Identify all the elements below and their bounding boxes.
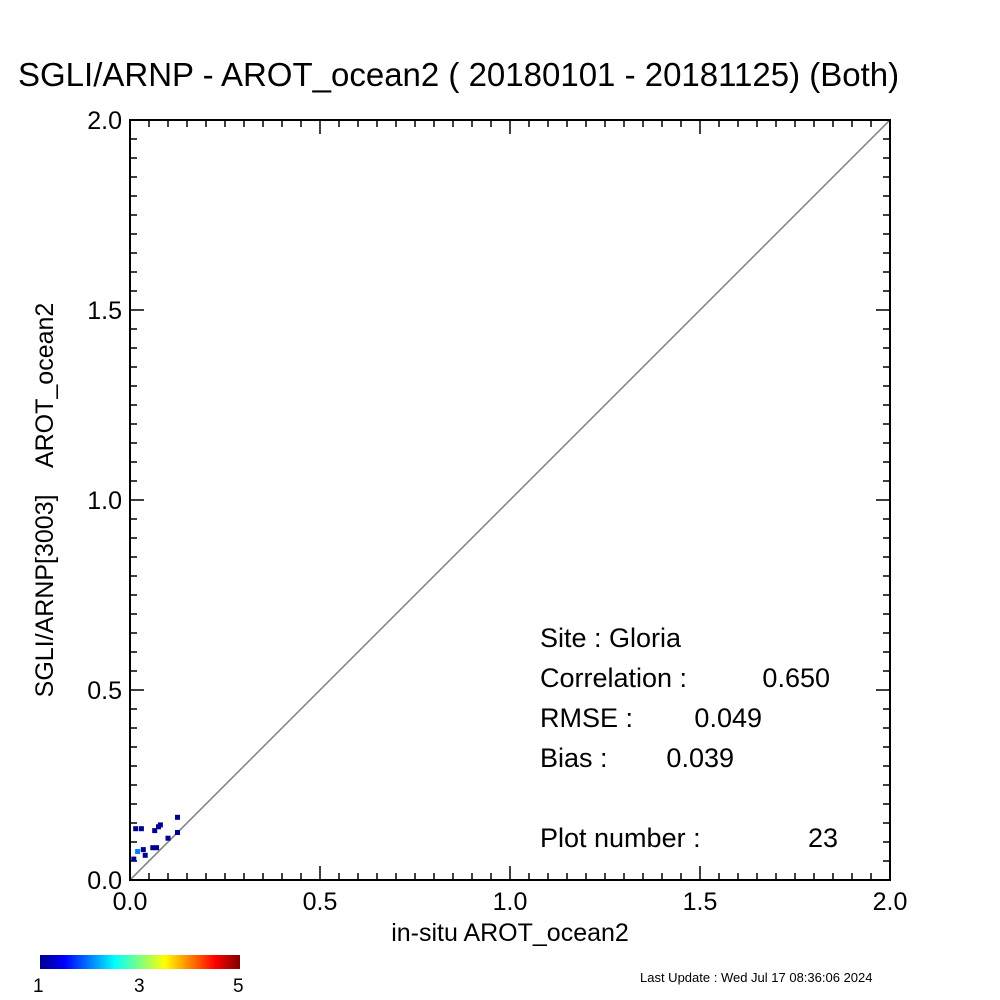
stat-rmse-value: 0.049 [694,703,762,733]
y-tick-label: 1.0 [87,487,122,515]
stat-correlation-label: Correlation : [540,663,688,693]
x-tick-label: 0.0 [113,888,148,916]
data-point [138,826,144,832]
data-point [165,835,171,841]
data-point [150,845,156,851]
data-points [131,814,180,862]
y-tick-label: 0.5 [87,677,122,705]
stat-plot-number-value: 23 [807,823,838,853]
stat-site: Site : Gloria [540,623,682,653]
colorbar-label-max: 5 [233,976,244,997]
data-point [140,847,146,853]
tick-labels: 0.0 0.5 1.0 1.5 2.0 0.0 0.5 1.0 1.5 2.0 [87,107,907,916]
colorbar-label-min: 1 [33,976,44,997]
x-axis-label: in-situ AROT_ocean2 [391,919,629,947]
stat-bias-value: 0.039 [666,743,734,773]
data-point [133,826,139,832]
plot-frame [129,119,891,881]
last-update: Last Update : Wed Jul 17 08:36:06 2024 [640,970,873,985]
y-tick-label: 0.0 [87,867,122,895]
y-tick-label: 1.5 [87,297,122,325]
chart-title: SGLI/ARNP - AROT_ocean2 ( 20180101 - 201… [18,56,900,93]
stat-correlation-value: 0.650 [762,663,830,693]
stat-plot-number-label: Plot number : [540,823,701,853]
one-to-one-line [129,119,891,881]
axis-ticks [129,119,891,881]
data-point [135,849,141,854]
data-point [131,856,137,862]
colorbar [40,955,240,969]
data-point [156,824,161,830]
y-tick-label: 2.0 [87,107,122,135]
data-point [175,814,180,820]
data-point [175,830,180,835]
stat-bias-label: Bias : [540,743,608,773]
y-axis-label: SGLI/ARNP[3003] AROT_ocean2 [31,303,59,698]
x-tick-label: 1.5 [683,888,718,916]
stat-rmse-label: RMSE : [540,703,634,733]
x-tick-label: 2.0 [873,888,908,916]
colorbar-label-mid: 3 [134,976,145,997]
x-tick-label: 1.0 [493,888,528,916]
data-point [142,852,148,858]
data-point [154,845,160,851]
data-point [152,828,158,834]
x-tick-label: 0.5 [303,888,338,916]
